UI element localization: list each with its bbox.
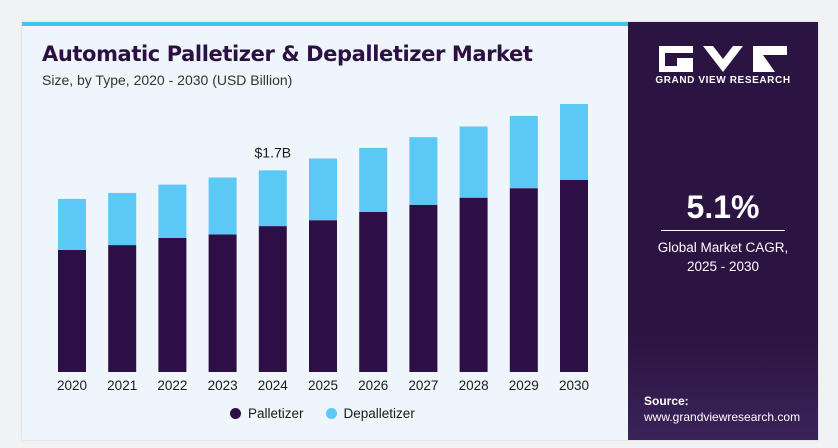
x-tick-label: 2027 <box>408 378 438 393</box>
bar-depalletizer-2020 <box>58 198 86 250</box>
bar-depalletizer-2024 <box>258 170 287 227</box>
cagr-value: 5.1% <box>686 189 760 225</box>
bar-depalletizer-2023 <box>208 177 237 235</box>
cagr-label-line1: Global Market CAGR, <box>657 240 789 255</box>
bar-palletizer-2021 <box>108 245 137 372</box>
bar-palletizer-2023 <box>208 234 237 372</box>
bar-depalletizer-2027 <box>409 137 438 205</box>
chart-subtitle: Size, by Type, 2020 - 2030 (USD Billion) <box>42 72 293 88</box>
bar-palletizer-2024 <box>258 226 287 372</box>
bar-depalletizer-2021 <box>108 192 137 246</box>
bar-depalletizer-2022 <box>158 184 187 238</box>
chart-title: Automatic Palletizer & Depalletizer Mark… <box>42 42 533 66</box>
bar-palletizer-2029 <box>509 188 538 372</box>
cagr-divider <box>661 230 785 231</box>
bar-palletizer-2026 <box>359 211 388 372</box>
accent-line <box>22 22 628 26</box>
x-tick-label: 2026 <box>358 378 388 393</box>
bar-depalletizer-2028 <box>459 126 488 198</box>
data-label-2024: $1.7B <box>255 144 292 160</box>
source-url[interactable]: www.grandviewresearch.com <box>644 410 801 424</box>
legend-item-depalletizer: Depalletizer <box>325 406 415 421</box>
grand-view-research-logo-icon <box>659 46 787 72</box>
legend-label-depalletizer: Depalletizer <box>343 406 415 421</box>
x-tick-label: 2029 <box>509 378 539 393</box>
bar-depalletizer-2029 <box>509 115 538 189</box>
bar-depalletizer-2026 <box>359 147 388 212</box>
x-tick-label: 2020 <box>57 378 87 393</box>
cagr-label: Global Market CAGR, 2025 - 2030 <box>628 238 818 276</box>
x-tick-label: 2023 <box>208 378 238 393</box>
bar-depalletizer-2025 <box>309 158 337 221</box>
chart-card: Automatic Palletizer & Depalletizer Mark… <box>22 22 818 440</box>
stacked-bar-chart: 2020 2021 2022 2023 2024 2025 2026 2027 2028 2029… <box>57 104 589 393</box>
cagr-label-line2: 2025 - 2030 <box>686 259 760 274</box>
legend-swatch-palletizer <box>230 408 241 419</box>
legend-swatch-depalletizer <box>325 408 337 419</box>
x-tick-label: 2024 <box>258 378 289 393</box>
bar-palletizer-2028 <box>459 197 488 372</box>
bar-palletizer-2022 <box>158 238 187 372</box>
brand-name: GRAND VIEW RESEARCH <box>655 75 791 86</box>
sidebar-panel: GRAND VIEW RESEARCH 5.1% Global Market C… <box>628 22 818 440</box>
source-label: Source: <box>644 394 689 408</box>
bar-palletizer-2030 <box>560 179 588 372</box>
bar-palletizer-2020 <box>58 249 86 372</box>
legend-item-palletizer: Palletizer <box>230 406 304 421</box>
legend-label-palletizer: Palletizer <box>248 406 304 421</box>
legend: Palletizer Depalletizer <box>230 406 415 421</box>
x-tick-label: 2025 <box>308 378 338 393</box>
x-tick-label: 2030 <box>559 378 589 393</box>
bar-depalletizer-2030 <box>560 104 588 180</box>
x-tick-label: 2028 <box>459 378 489 393</box>
x-tick-label: 2021 <box>107 378 137 393</box>
bar-palletizer-2027 <box>409 204 438 372</box>
x-tick-label: 2022 <box>157 378 187 393</box>
bar-palletizer-2025 <box>309 220 337 372</box>
